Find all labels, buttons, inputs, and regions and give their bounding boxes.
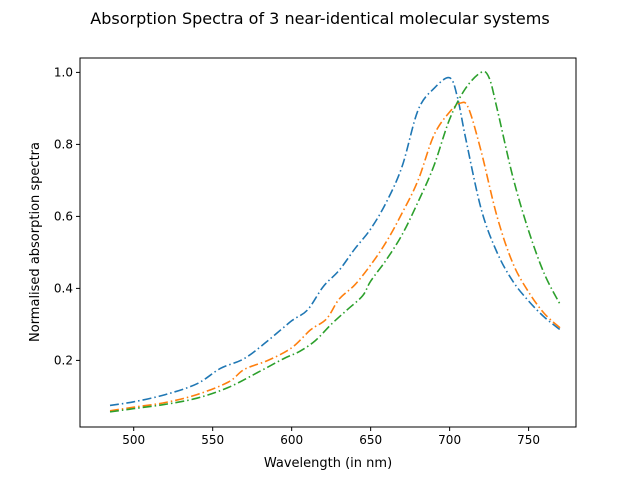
x-tick-label-700: 700 [438,433,461,447]
chart-title: Absorption Spectra of 3 near-identical m… [90,9,549,28]
series-line-2 [109,101,561,412]
y-tick-label-0.8: 0.8 [54,137,73,151]
x-tick-label-750: 750 [517,433,540,447]
y-tick-label-1: 1.0 [54,65,73,79]
y-axis: 0.2 0.4 0.6 0.8 1.0 [54,65,80,367]
plot-frame [79,57,577,428]
y-tick-label-0.2: 0.2 [54,353,73,367]
y-tick-label-0.6: 0.6 [54,209,73,223]
y-axis-label: Normalised absorption spectra [28,142,43,342]
x-axis: 500 550 600 650 700 750 [122,427,540,447]
x-tick-label-650: 650 [359,433,382,447]
series-line-3 [109,70,561,413]
x-axis-label: Wavelength (in nm) [264,456,392,471]
series-layer [109,70,561,413]
series-line-1 [109,76,561,407]
x-tick-label-600: 600 [280,433,303,447]
y-tick-label-0.4: 0.4 [54,281,73,295]
x-tick-label-550: 550 [201,433,224,447]
x-tick-label-500: 500 [122,433,145,447]
